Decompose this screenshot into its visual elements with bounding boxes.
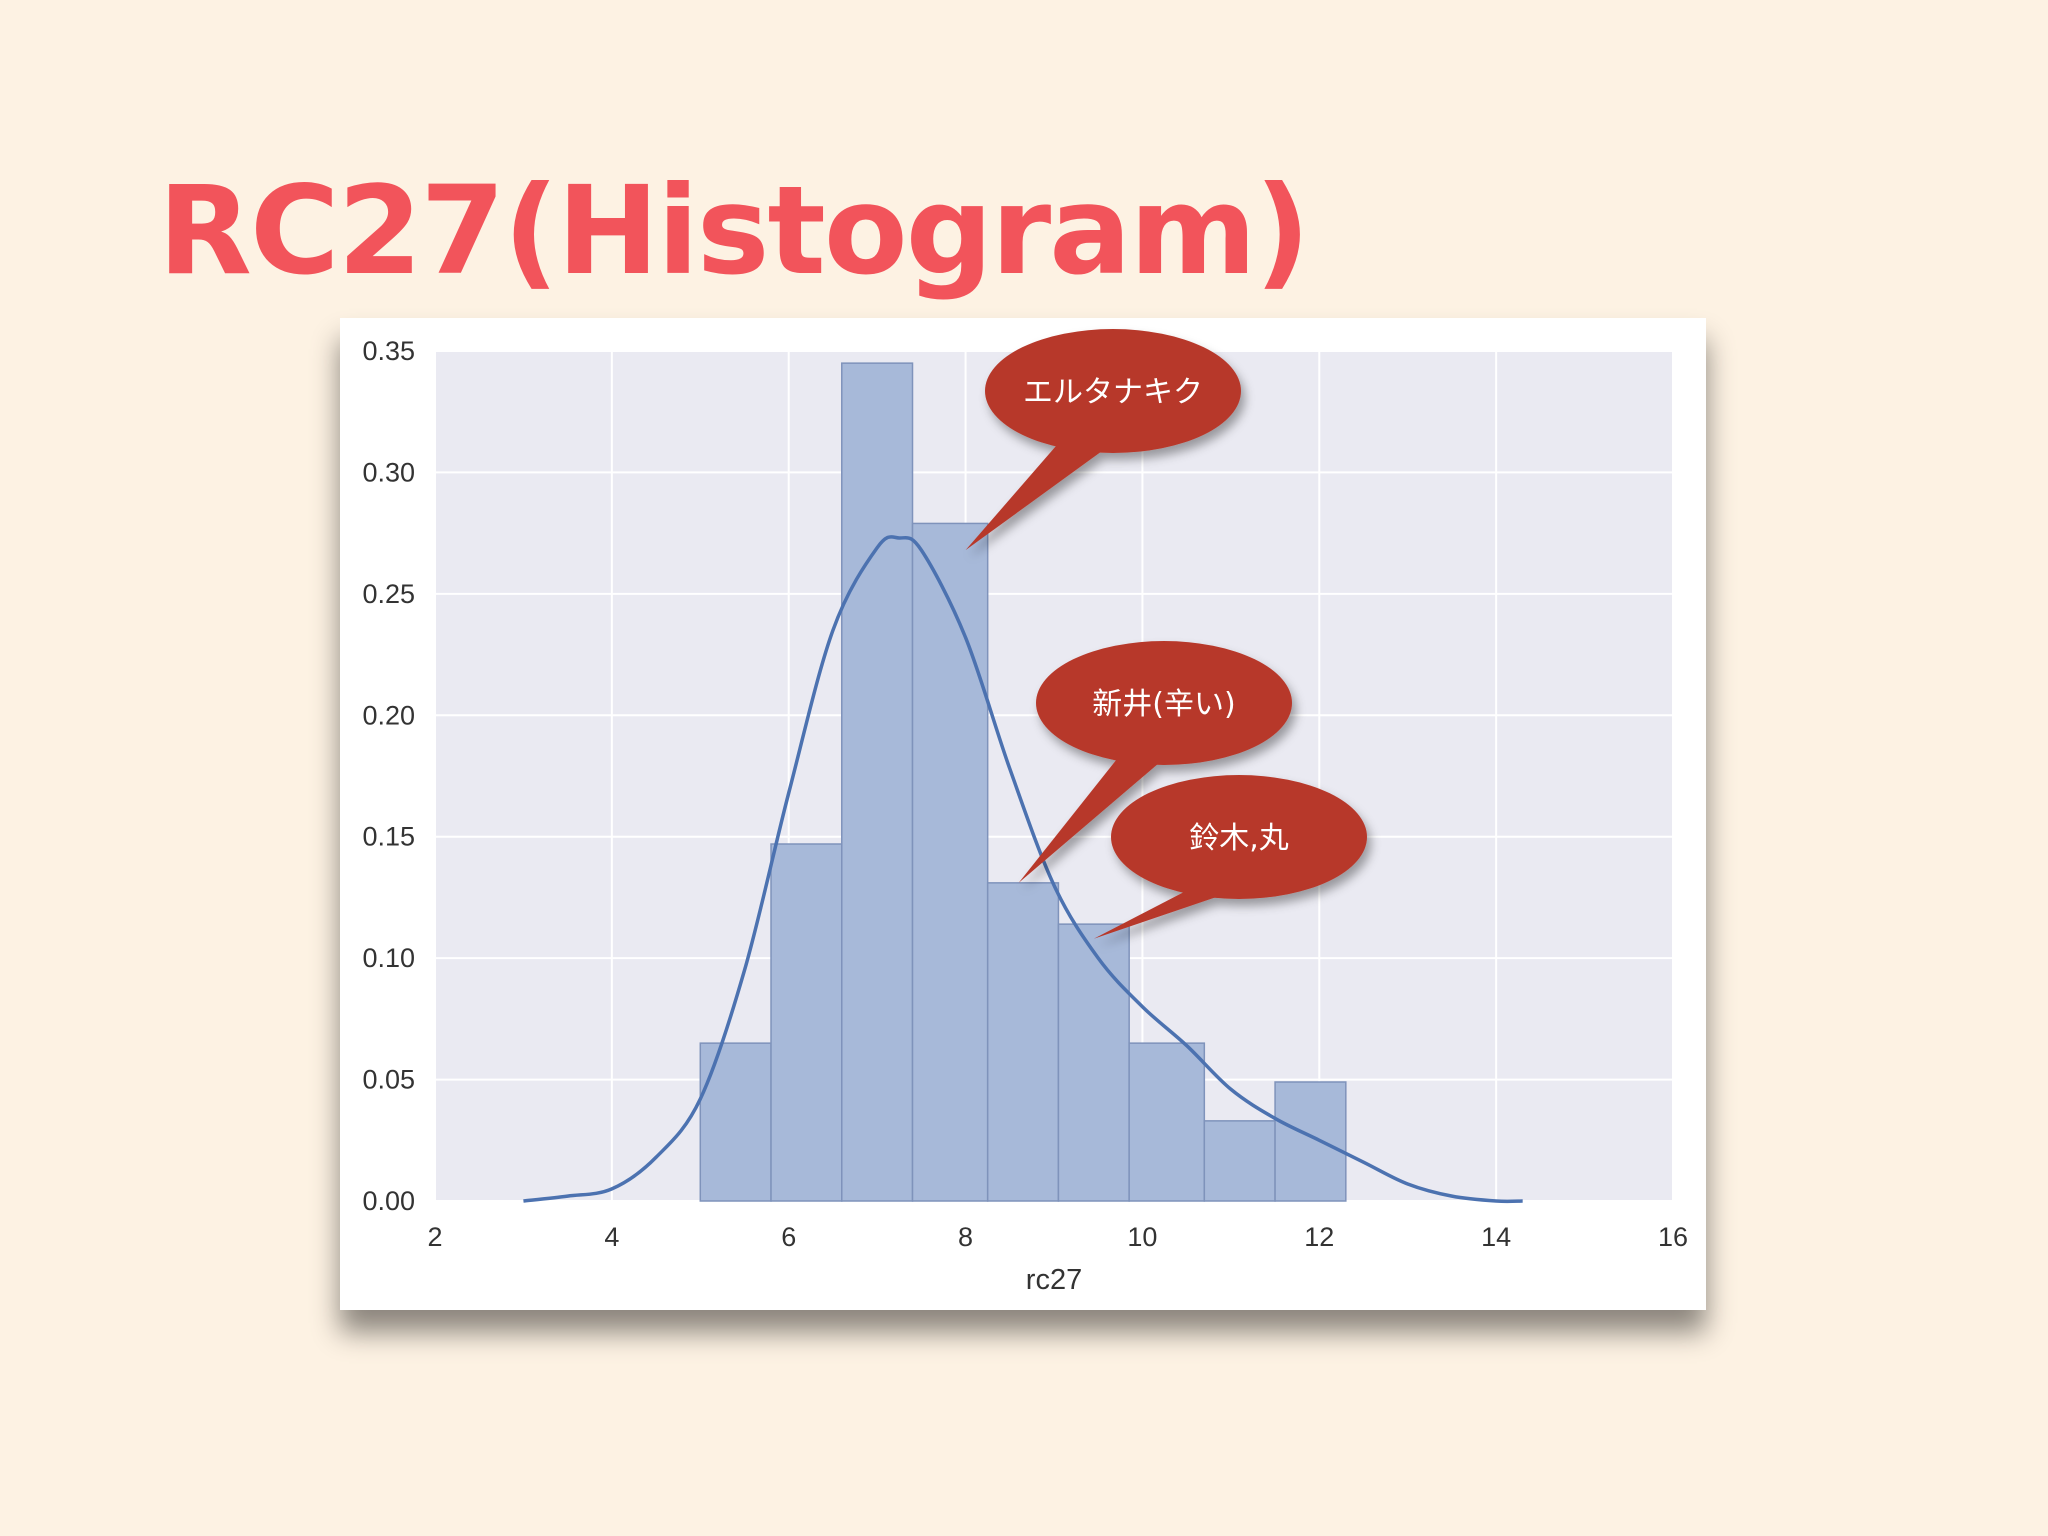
- y-tick-label: 0.05: [362, 1065, 415, 1095]
- y-tick-label: 0.00: [362, 1186, 415, 1216]
- callout-bubble: [1111, 775, 1367, 899]
- callout-label: エルタナキク: [1023, 375, 1203, 410]
- callout-2: [1018, 641, 1292, 883]
- histogram-bar-8: [1203, 1120, 1276, 1202]
- x-tick-label: 6: [781, 1222, 796, 1252]
- histogram-bar-2: [770, 843, 843, 1202]
- axis-tick-labels: 2 4 6 8 10 12 14 16 0.00 0.05 0.10 0.15 0.20 0.25 0.30…: [362, 336, 1688, 1252]
- x-axis-title: rc27: [1026, 1264, 1082, 1296]
- x-tick-label: 4: [604, 1222, 619, 1252]
- x-tick-label: 12: [1304, 1222, 1334, 1252]
- callout-3: [1093, 775, 1367, 939]
- callout-label: 鈴木,丸: [1189, 821, 1289, 856]
- histogram-bar-1: [699, 1042, 772, 1202]
- histogram-bar-3: [841, 362, 914, 1202]
- histogram-bar-6: [1057, 923, 1130, 1202]
- x-tick-label: 2: [427, 1222, 442, 1252]
- y-tick-label: 0.30: [362, 457, 415, 487]
- histogram-bar-5: [986, 882, 1060, 1202]
- callout-bubble: [1036, 641, 1292, 765]
- callout-pointer: [1018, 747, 1170, 883]
- callout-pointer: [965, 435, 1115, 551]
- y-tick-label: 0.25: [362, 579, 415, 609]
- slide-title: RC27(Histogram): [158, 160, 1310, 302]
- x-tick-label: 16: [1658, 1222, 1688, 1252]
- kde-line: [523, 535, 1523, 1204]
- x-tick-label: 10: [1127, 1222, 1157, 1252]
- x-tick-label: 8: [958, 1222, 973, 1252]
- histogram-bars: [699, 362, 1347, 1202]
- histogram-chart: 2 4 6 8 10 12 14 16 0.00 0.05 0.10 0.15 0.20 0.25 0.30…: [362, 329, 1688, 1296]
- y-tick-label: 0.35: [362, 336, 415, 366]
- callout-bubble: [985, 329, 1241, 453]
- callout-label: 新井(辛い): [1092, 687, 1235, 722]
- histogram-bar-7: [1128, 1042, 1206, 1202]
- histogram-bar-4: [911, 522, 989, 1202]
- y-tick-label: 0.15: [362, 822, 415, 852]
- y-tick-label: 0.20: [362, 700, 415, 730]
- callout-1: [965, 329, 1241, 551]
- histogram-bar-9: [1274, 1081, 1347, 1202]
- y-tick-label: 0.10: [362, 943, 415, 973]
- chart-card: 2 4 6 8 10 12 14 16 0.00 0.05 0.10 0.15 0.20 0.25 0.30…: [340, 318, 1706, 1310]
- x-tick-label: 14: [1481, 1222, 1511, 1252]
